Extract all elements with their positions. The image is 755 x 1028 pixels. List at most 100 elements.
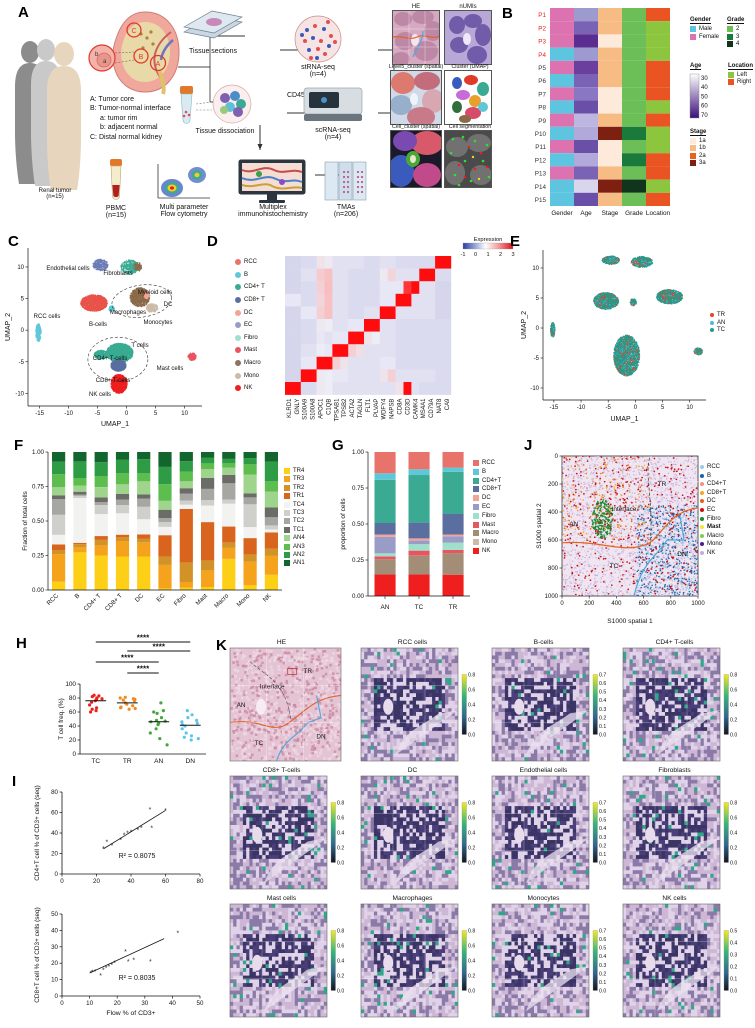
svg-text:P14: P14 (535, 184, 547, 191)
panel-d-legend-item: EC (235, 319, 265, 332)
panel-g-legend-item: Fibro (473, 513, 501, 519)
panel-d-legend-item: Macro (235, 357, 265, 370)
color-swatch (473, 522, 479, 528)
color-swatch (690, 34, 696, 40)
legend-label: RCC (482, 460, 495, 466)
color-swatch (710, 313, 714, 317)
color-swatch (700, 534, 704, 538)
color-swatch (690, 160, 696, 166)
strna-seq-n: (n=4) (285, 71, 351, 78)
panel-j-legend-item: Mast (700, 524, 726, 530)
thumb-numis-image (444, 10, 492, 65)
legend-item: 3 (727, 34, 744, 40)
legend-label: TC (717, 327, 725, 333)
pbmc-n: (n=15) (90, 212, 142, 219)
legend-label: TR2 (293, 485, 304, 491)
legend-label: CD8+ T (244, 297, 265, 303)
panel-j-legend-item: NK (700, 550, 726, 556)
svg-text:P11: P11 (535, 144, 546, 151)
svg-text:P9: P9 (538, 118, 546, 125)
flow-cytometry-sub: Flow cytometry (140, 211, 228, 218)
legend-label: Fibro (482, 513, 496, 519)
tmas-label: TMAs (316, 204, 376, 211)
panel-f-legend-item: AN1 (284, 560, 305, 566)
panel-b-label: B (502, 6, 513, 21)
scrna-seq-n: (n=4) (296, 134, 370, 141)
panel-g-legend-item: Macro (473, 530, 501, 536)
legend-item: 4 (727, 41, 744, 47)
tissue-sections-label: Tissue sections (170, 48, 256, 55)
legend-label: 3 (736, 34, 739, 40)
scrna-seq-label: scRNA-seq (296, 127, 370, 134)
svg-text:P6: P6 (538, 78, 546, 85)
color-swatch (700, 525, 704, 529)
color-swatch (690, 138, 696, 144)
panel-e-legend-item: AN (710, 320, 725, 326)
strna-seq-label: stRNA-seq (285, 64, 351, 71)
panel-g-legend-item: CD8+T (473, 486, 501, 492)
color-swatch (235, 322, 241, 328)
panel-j-legend-item: RCC (700, 464, 726, 470)
panel-d-legend-item: CD4+ T (235, 281, 265, 294)
legend-item: Left (728, 72, 753, 78)
scrna-seq-icon (302, 84, 364, 126)
color-swatch (235, 310, 241, 316)
legend-label: Right (737, 79, 751, 85)
color-swatch (235, 272, 241, 278)
age-legend-title: Age (690, 63, 701, 70)
panel-e-legend-item: TR (710, 312, 725, 318)
thumb-level5-image (390, 70, 442, 125)
panel-d-legend-item: RCC (235, 256, 265, 269)
legend-label: AN3 (293, 544, 305, 550)
color-swatch (690, 145, 696, 151)
color-swatch (700, 474, 704, 478)
color-swatch (284, 535, 290, 541)
gender-legend-title: Gender (690, 17, 711, 24)
panel-j-legend-item: CD4+T (700, 481, 726, 487)
color-swatch (235, 297, 241, 303)
panel-d-legend-item: B (235, 269, 265, 282)
panel-g-legend-item: RCC (473, 460, 501, 466)
legend-label: TR (717, 312, 725, 318)
svg-text:P2: P2 (538, 25, 546, 32)
legend-label: Left (737, 72, 747, 78)
svg-text:P13: P13 (535, 171, 547, 178)
multiplex-ihc-label: Multiplex (225, 204, 321, 211)
legend-item: 1b (690, 145, 755, 151)
color-swatch (700, 517, 704, 521)
panel-a-label: A (18, 5, 29, 20)
pbmc-label: PBMC (90, 205, 142, 212)
legend-label: EC (244, 322, 252, 328)
panel-d-label: D (207, 234, 218, 249)
legend-label: CD4+T (482, 478, 501, 484)
legend-label: Mono (244, 373, 259, 379)
color-swatch (473, 548, 479, 554)
svg-text:50: 50 (701, 94, 708, 100)
legend-label: Mono (482, 539, 497, 545)
panel-d-legend-item: Mono (235, 369, 265, 382)
panel-j-legend-item: Mono (700, 541, 726, 547)
panel-g-legend-item: DC (473, 495, 501, 501)
legend-item: 3a (690, 160, 755, 166)
panel-d-legend-item: NK (235, 382, 265, 395)
svg-text:P8: P8 (538, 105, 546, 112)
color-swatch (284, 510, 290, 516)
thumb-segmentation-title: Cell segmentation (444, 124, 496, 130)
multiplex-ihc-sub: immunohistochemistry (225, 211, 321, 218)
color-swatch (473, 513, 479, 519)
panel-j-legend-item: Fibro (700, 516, 726, 522)
legend-label: Mono (707, 541, 722, 547)
tissue-dissociation-icon (172, 82, 282, 130)
svg-text:P1: P1 (538, 12, 546, 19)
